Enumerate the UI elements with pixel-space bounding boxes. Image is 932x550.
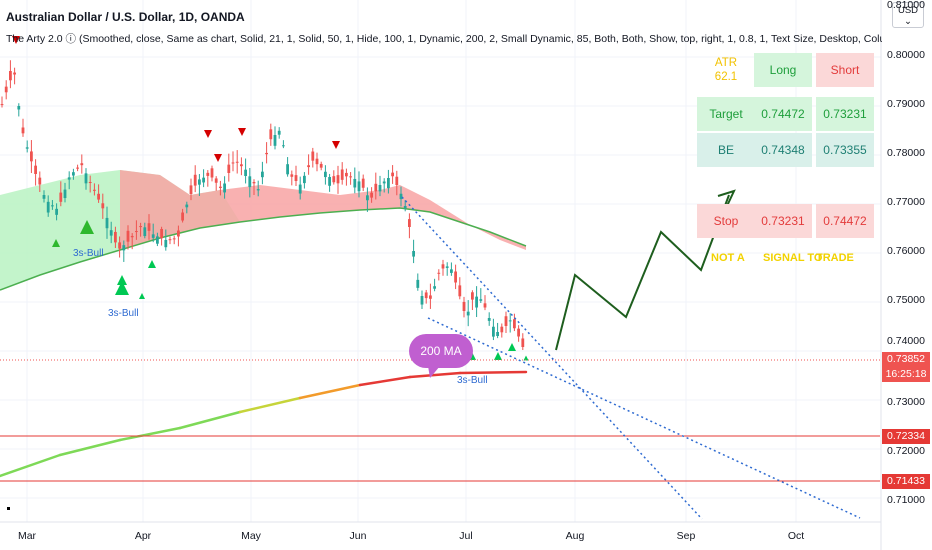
price-tick: 0.80000 [887, 49, 925, 61]
grid [0, 0, 881, 522]
time-tick: Jul [459, 530, 473, 542]
currency-selector[interactable]: USD ⌄ [892, 2, 924, 28]
stop-long-cell: 0.73231 [754, 204, 812, 238]
trendline-2[interactable] [427, 317, 861, 519]
atr-value: 62.1 [714, 71, 738, 83]
price-tick: 0.78000 [887, 147, 925, 159]
time-tick: Apr [134, 530, 152, 542]
ma-200-callout: 200 MA [409, 334, 473, 368]
bull-signal-label: 3s-Bull [73, 248, 104, 259]
disclaimer-word: NOT A [711, 252, 745, 264]
time-tick: Aug [565, 530, 585, 542]
atr-cell: ATR 62.1 [697, 53, 755, 87]
target-label-cell: Target [697, 97, 755, 131]
price-tick: 0.72000 [887, 445, 925, 457]
level-price-label: 0.71433 [882, 474, 930, 489]
atr-label: ATR [714, 57, 738, 69]
bull-signal-label: 3s-Bull [108, 308, 139, 319]
be-label-cell: BE [697, 133, 755, 167]
bar-countdown-label: 16:25:18 [882, 367, 930, 382]
price-tick: 0.71000 [887, 494, 925, 506]
projection-arrowhead [717, 189, 736, 207]
ma-cloud-red [120, 170, 526, 275]
price-tick: 0.75000 [887, 294, 925, 306]
level-price-label: 0.72334 [882, 429, 930, 444]
time-tick: Oct [787, 530, 805, 542]
time-tick: Sep [676, 530, 696, 542]
current-price-label: 0.73852 [882, 352, 930, 367]
stop-short-cell: 0.74472 [816, 204, 874, 238]
price-tick: 0.76000 [887, 245, 925, 257]
price-tick: 0.81000 [887, 0, 925, 11]
price-tick: 0.79000 [887, 98, 925, 110]
stop-label-cell: Stop [697, 204, 755, 238]
price-tick: 0.73000 [887, 396, 925, 408]
be-short-cell: 0.73355 [816, 133, 874, 167]
be-long-cell: 0.74348 [754, 133, 812, 167]
ma-bubble-pointer [428, 366, 440, 378]
time-tick: Jun [349, 530, 367, 542]
disclaimer-word: SIGNAL TO [763, 252, 823, 264]
signal-markers [12, 36, 529, 361]
chevron-down-icon: ⌄ [904, 16, 912, 27]
bull-signal-label: 3s-Bull [457, 375, 488, 386]
target-short-cell: 0.73231 [816, 97, 874, 131]
target-long-cell: 0.74472 [754, 97, 812, 131]
time-tick: May [241, 530, 261, 542]
time-tick: Mar [17, 530, 37, 542]
price-tick: 0.77000 [887, 196, 925, 208]
ma-200-line [0, 370, 528, 478]
ma-50-line [0, 207, 527, 291]
price-tick: 0.74000 [887, 335, 925, 347]
candles [0, 60, 525, 351]
short-header-cell: Short [816, 53, 874, 87]
projection-path[interactable] [555, 194, 730, 351]
cursor-dot [7, 507, 10, 510]
disclaimer-word: TRADE [816, 252, 854, 264]
symbol-title: Australian Dollar / U.S. Dollar, 1D, OAN… [6, 10, 245, 24]
indicator-settings-line[interactable]: The Arty 2.0 ⓘ (Smoothed, close, Same as… [6, 33, 882, 45]
long-header-cell: Long [754, 53, 812, 87]
trendline-1[interactable] [401, 196, 703, 520]
currency-label: USD [897, 5, 919, 16]
